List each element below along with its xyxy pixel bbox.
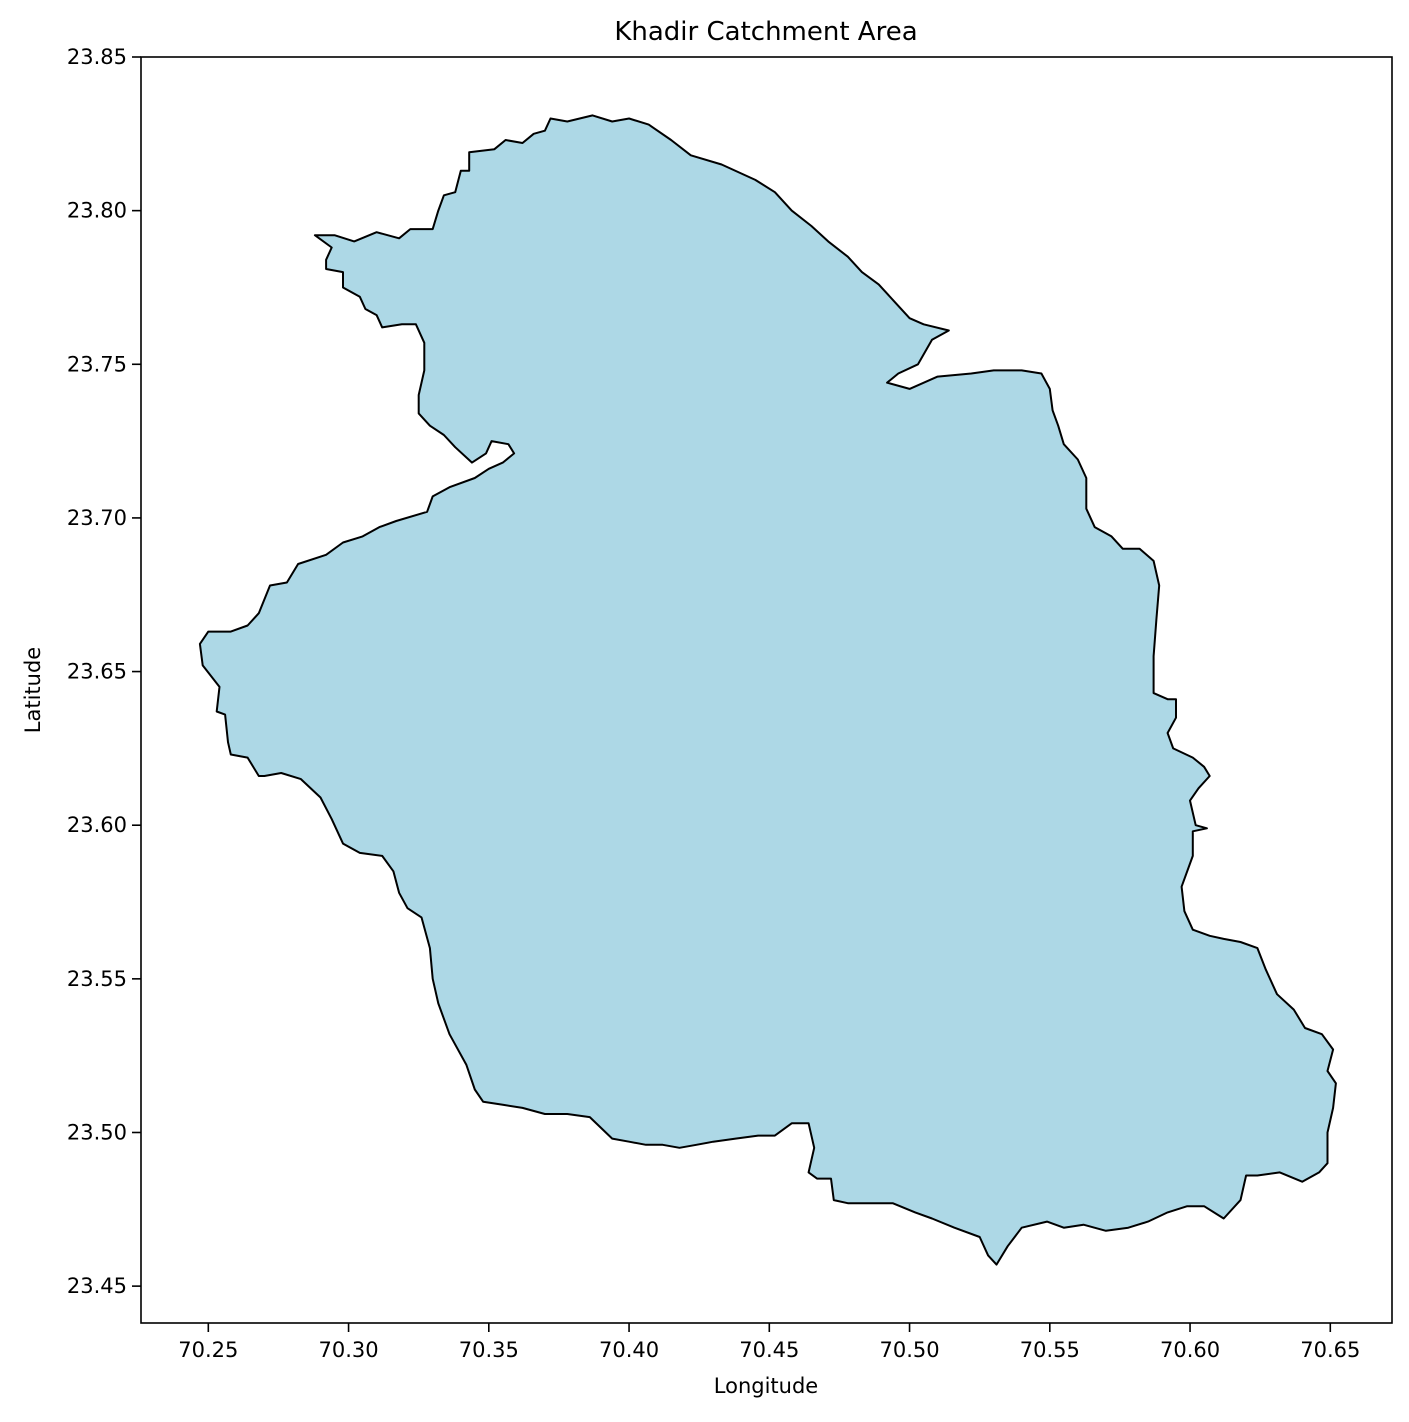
y-tick-label: 23.80 [67, 199, 127, 223]
plot-area [198, 114, 1337, 1266]
x-tick-label: 70.65 [1300, 1338, 1360, 1362]
x-tick-label: 70.45 [739, 1338, 799, 1362]
x-axis-label: Longitude [714, 1374, 818, 1398]
chart-title: Khadir Catchment Area [614, 17, 917, 47]
axes-frame [140, 56, 1393, 1324]
y-tick-label: 23.60 [67, 813, 127, 837]
y-axis-ticks: 23.45 23.50 23.55 23.60 23.65 23.70 23.75 23.80… [67, 45, 141, 1298]
x-tick-label: 70.60 [1160, 1338, 1220, 1362]
x-tick-label: 70.35 [459, 1338, 519, 1362]
y-tick-label: 23.75 [67, 352, 127, 376]
x-tick-label: 70.55 [1020, 1338, 1080, 1362]
y-tick-label: 23.70 [67, 506, 127, 530]
x-tick-label: 70.50 [879, 1338, 939, 1362]
y-axis-label: Latitude [21, 647, 45, 733]
y-tick-label: 23.65 [67, 660, 127, 684]
catchment-area-polygon [198, 114, 1337, 1266]
x-tick-label: 70.25 [178, 1338, 238, 1362]
x-axis-ticks: 70.25 70.30 70.35 70.40 70.45 70.50 70.55 70.60… [178, 1323, 1360, 1362]
y-tick-label: 23.50 [67, 1120, 127, 1144]
y-tick-label: 23.85 [67, 45, 127, 69]
x-tick-label: 70.30 [319, 1338, 379, 1362]
y-tick-label: 23.55 [67, 967, 127, 991]
y-tick-label: 23.45 [67, 1274, 127, 1298]
x-tick-label: 70.40 [599, 1338, 659, 1362]
